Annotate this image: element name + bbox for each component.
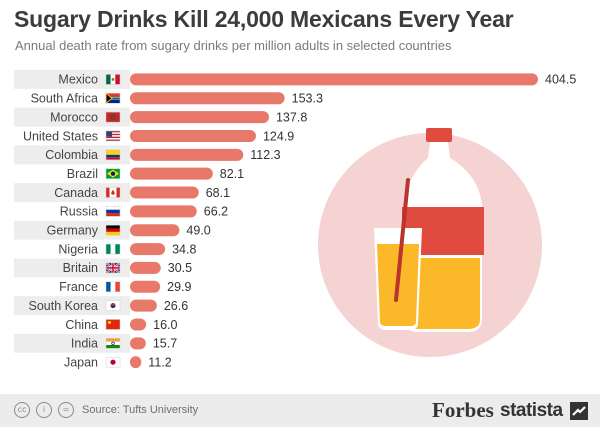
south-korea-flag-icon	[105, 300, 121, 311]
statista-logo-icon	[570, 402, 588, 420]
statista-logo: statista	[500, 400, 563, 421]
row-band	[14, 107, 130, 127]
value-label-nigeria: 34.8	[172, 242, 196, 256]
value-label-colombia: 112.3	[250, 148, 280, 162]
value-labels: 404.5 153.3 137.8 124.9 112.3 82.1 68.1 66.2 49.…	[148, 73, 576, 370]
category-label-brazil: Brazil	[67, 167, 98, 181]
row-band	[14, 296, 130, 316]
china-flag-icon	[105, 319, 121, 330]
morocco-flag-icon	[105, 111, 121, 123]
bar-brazil	[130, 167, 213, 180]
bottle-cap	[426, 128, 452, 142]
row-band	[14, 220, 130, 240]
category-label-mexico: Mexico	[58, 73, 98, 87]
bar-morocco	[130, 111, 269, 124]
category-label-morocco: Morocco	[50, 110, 98, 124]
bar-mexico	[130, 73, 538, 86]
bar-nigeria	[130, 243, 166, 256]
category-label-britain: Britain	[63, 261, 98, 275]
bar-united-states	[130, 129, 256, 142]
no-derivatives-icon: =	[58, 402, 74, 418]
brazil-flag-icon	[105, 168, 121, 179]
category-label-japan: Japan	[64, 355, 98, 369]
row-band	[14, 70, 130, 89]
value-label-china: 16.0	[153, 318, 177, 332]
straw	[394, 178, 410, 302]
chart-title: Sugary Drinks Kill 24,000 Mexicans Every…	[14, 6, 514, 32]
bar-china	[130, 318, 147, 331]
row-bands	[14, 70, 130, 353]
bar-france	[130, 280, 161, 293]
country-labels: Mexico South Africa Morocco United States Co…	[23, 73, 99, 370]
britain-flag-icon	[105, 262, 121, 274]
value-label-japan: 11.2	[148, 355, 171, 369]
category-label-canada: Canada	[54, 186, 98, 200]
footer: cc i = Source: Tufts University Forbes s…	[0, 394, 600, 427]
russia-flag-icon	[105, 206, 121, 217]
nigeria-flag-icon	[105, 243, 121, 255]
row-band	[14, 258, 130, 278]
india-flag-icon	[105, 338, 121, 349]
bar-south-korea	[130, 299, 157, 312]
bar-britain	[130, 261, 161, 274]
bar-germany	[130, 224, 180, 237]
value-label-south-africa: 153.3	[292, 92, 323, 106]
bar-canada	[130, 186, 199, 199]
category-label-france: France	[59, 280, 98, 294]
category-label-colombia: Colombia	[45, 148, 98, 162]
bars	[130, 73, 538, 369]
value-label-brazil: 82.1	[220, 167, 244, 181]
source-text: Source: Tufts University	[82, 404, 199, 416]
category-label-india: India	[71, 337, 98, 351]
value-label-canada: 68.1	[206, 186, 230, 200]
bottle-juice	[406, 258, 480, 329]
category-label-germany: Germany	[47, 224, 99, 238]
germany-flag-icon	[105, 224, 121, 236]
value-label-russia: 66.2	[204, 205, 228, 219]
row-band	[14, 145, 130, 165]
united-states-flag-icon	[105, 130, 121, 142]
south-africa-flag-icon	[105, 92, 121, 105]
category-label-south-africa: South Africa	[31, 92, 98, 106]
category-label-south-korea: South Korea	[29, 299, 99, 313]
bar-chart: Mexico South Africa Morocco United States Co…	[14, 70, 576, 370]
forbes-logo: Forbes	[432, 398, 494, 422]
bar-india	[130, 337, 146, 350]
soda-bottle-and-glass-illustration	[318, 128, 542, 357]
bar-colombia	[130, 148, 244, 161]
bar-south-africa	[130, 92, 285, 105]
value-label-united-states: 124.9	[263, 129, 294, 143]
value-label-morocco: 137.8	[276, 110, 307, 124]
value-label-india: 15.7	[153, 337, 177, 351]
france-flag-icon	[105, 281, 121, 293]
creative-commons-icon: cc	[14, 402, 30, 418]
value-label-south-korea: 26.6	[164, 299, 188, 313]
row-band	[14, 183, 130, 202]
country-flags	[105, 74, 121, 368]
category-label-united-states: United States	[23, 129, 98, 143]
row-band	[14, 333, 130, 353]
bar-japan	[130, 356, 142, 369]
value-label-britain: 30.5	[168, 261, 192, 275]
chart-subtitle: Annual death rate from sugary drinks per…	[15, 38, 452, 53]
mexico-flag-icon	[105, 74, 121, 85]
bar-russia	[130, 205, 197, 218]
category-label-china: China	[65, 318, 98, 332]
colombia-flag-icon	[105, 149, 121, 161]
category-label-nigeria: Nigeria	[58, 242, 98, 256]
canada-flag-icon	[105, 187, 121, 198]
value-label-germany: 49.0	[186, 224, 210, 238]
category-label-russia: Russia	[60, 205, 98, 219]
attribution-icon: i	[36, 402, 52, 418]
value-label-mexico: 404.5	[545, 73, 576, 87]
japan-flag-icon	[105, 356, 121, 368]
value-label-france: 29.9	[167, 280, 191, 294]
